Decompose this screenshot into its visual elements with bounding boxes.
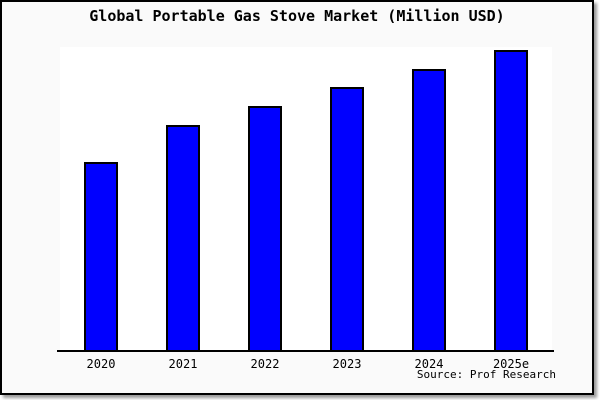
x-tick-label-2021: 2021 — [168, 357, 198, 371]
x-axis-line — [57, 350, 554, 352]
bar-2023 — [330, 87, 364, 351]
x-tick-label-2022: 2022 — [250, 357, 280, 371]
bar-2024 — [412, 69, 446, 351]
chart-title: Global Portable Gas Stove Market (Millio… — [89, 7, 505, 25]
bar-2020 — [84, 162, 118, 351]
bar-2022 — [248, 106, 282, 351]
plot-area — [60, 47, 552, 351]
x-tick-label-2020: 2020 — [86, 357, 116, 371]
bar-2021 — [166, 125, 200, 351]
x-axis-labels: 2020 2021 2022 2023 2024 2025e — [2, 357, 592, 373]
source-note: Source: Prof Research — [416, 368, 556, 381]
x-tick-label-2025e: 2025e — [492, 357, 530, 371]
x-tick-label-2024: 2024 — [414, 357, 444, 371]
x-tick-label-2023: 2023 — [332, 357, 362, 371]
chart-frame: Global Portable Gas Stove Market (Millio… — [0, 0, 594, 395]
bar-2025e — [494, 50, 528, 351]
